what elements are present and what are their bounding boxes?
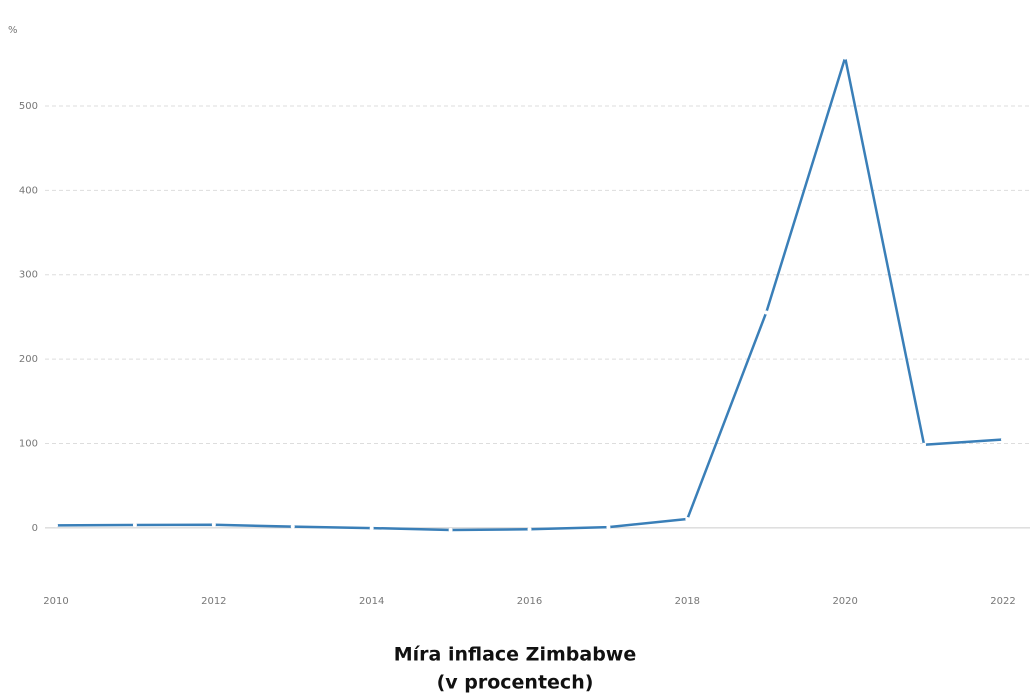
data-point [211,522,216,527]
y-tick-label: 500 [19,101,38,112]
x-tick-label: 2010 [43,596,68,607]
data-point [132,522,137,527]
data-point [448,527,453,532]
series-line [55,56,1004,532]
y-tick-label: 100 [19,439,38,450]
x-tick-label: 2014 [359,596,384,607]
y-tick-label: 300 [19,270,38,281]
chart-title: Míra inflace Zimbabwe [394,644,636,666]
data-point [54,523,58,528]
data-point [922,442,927,447]
data-point [527,527,532,532]
data-point [843,55,848,60]
data-point [764,310,769,315]
chart-subtitle: (v procentech) [437,672,594,694]
y-tick-label: 400 [19,185,38,196]
x-tick-label: 2020 [832,596,857,607]
y-tick-label: 0 [32,523,38,534]
y-tick-label: 200 [19,354,38,365]
data-point [685,516,690,521]
data-point [606,525,611,530]
x-tick-label: 2018 [675,596,700,607]
x-tick-label: 2012 [201,596,226,607]
x-tick-label: 2016 [517,596,542,607]
data-point [1001,437,1005,442]
data-point [290,524,295,529]
data-point [369,526,374,531]
y-unit: % [8,25,18,36]
x-tick-label: 2022 [990,596,1015,607]
